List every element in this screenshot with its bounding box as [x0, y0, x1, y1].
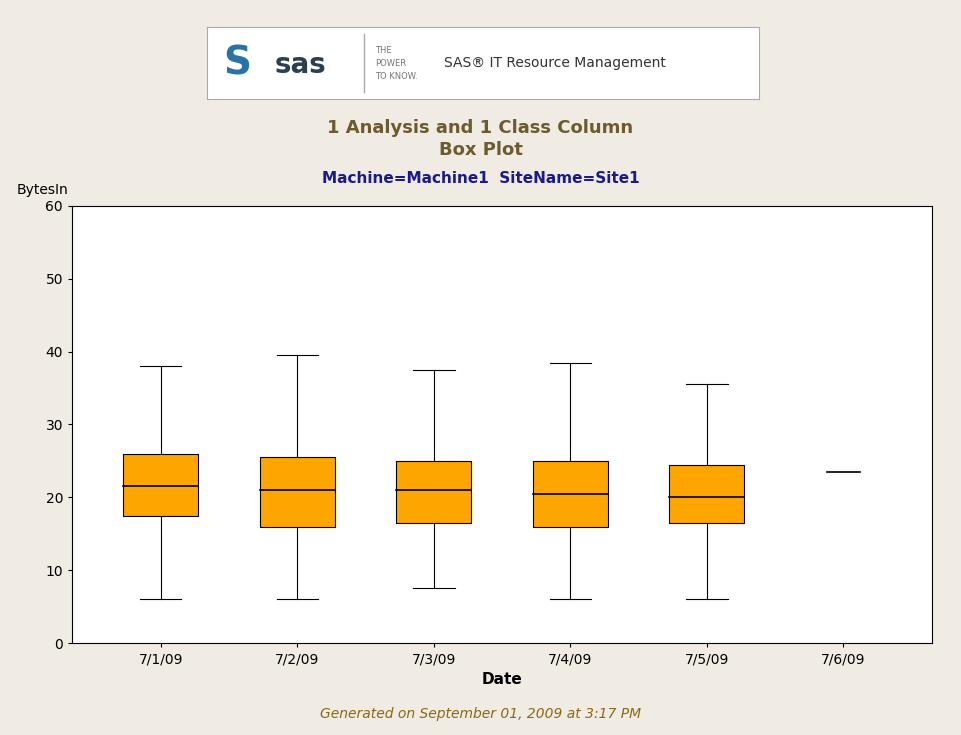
Text: S: S — [223, 44, 251, 82]
Text: Machine=Machine1  SiteName=Site1: Machine=Machine1 SiteName=Site1 — [322, 171, 639, 186]
Text: POWER: POWER — [375, 59, 407, 68]
Bar — [259, 457, 334, 526]
Text: Generated on September 01, 2009 at 3:17 PM: Generated on September 01, 2009 at 3:17 … — [320, 707, 641, 722]
Bar — [396, 461, 472, 523]
Text: 1 Analysis and 1 Class Column: 1 Analysis and 1 Class Column — [328, 119, 633, 137]
Bar — [532, 461, 608, 526]
Text: Box Plot: Box Plot — [438, 141, 523, 159]
Text: SAS® IT Resource Management: SAS® IT Resource Management — [444, 56, 666, 71]
Bar — [123, 453, 198, 515]
Text: BytesIn: BytesIn — [16, 183, 68, 197]
Text: THE: THE — [375, 46, 392, 54]
Text: sas: sas — [275, 51, 327, 79]
X-axis label: Date: Date — [481, 672, 523, 686]
Bar — [670, 465, 745, 523]
Text: TO KNOW.: TO KNOW. — [375, 72, 418, 81]
